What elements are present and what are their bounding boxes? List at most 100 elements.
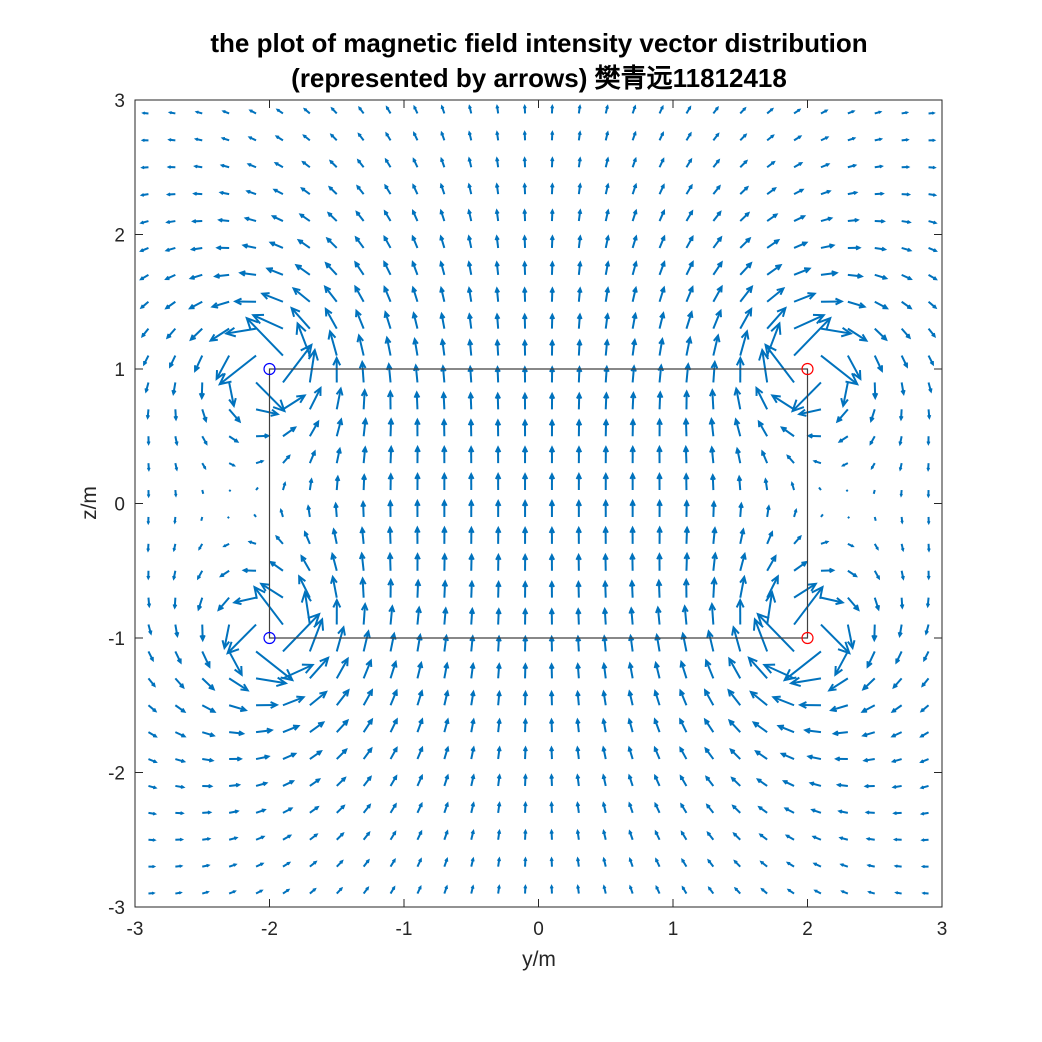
field-arrow (414, 552, 421, 571)
field-arrow (874, 137, 884, 142)
field-arrow (439, 182, 446, 195)
field-arrow (496, 745, 502, 760)
field-arrow (631, 156, 637, 168)
field-arrow (201, 677, 216, 691)
field-arrow (604, 286, 611, 302)
field-arrow (709, 388, 717, 410)
field-arrow (604, 208, 610, 222)
field-arrow (247, 540, 257, 545)
field-arrow (362, 746, 373, 760)
field-arrow (416, 745, 424, 760)
field-arrow (601, 745, 607, 760)
field-arrow (898, 409, 904, 422)
field-arrow (601, 689, 607, 706)
field-arrow (148, 758, 158, 764)
field-arrow (575, 498, 582, 517)
field-arrow (201, 489, 205, 495)
field-arrow (703, 717, 715, 733)
field-arrow (604, 156, 610, 168)
field-arrow (577, 208, 583, 222)
field-arrow (919, 704, 930, 713)
field-arrow (808, 781, 822, 787)
field-arrow (764, 343, 795, 384)
field-arrow (174, 731, 187, 738)
field-arrow (710, 499, 717, 517)
field-arrow (706, 629, 715, 652)
field-arrow (146, 490, 151, 499)
field-arrow (255, 862, 265, 868)
field-arrow (926, 490, 931, 499)
field-arrow (575, 525, 582, 544)
field-arrow (658, 104, 664, 114)
field-arrow (245, 189, 257, 196)
field-arrow (259, 582, 284, 599)
field-arrow (766, 238, 781, 249)
field-arrow (175, 891, 183, 895)
field-arrow (892, 677, 903, 690)
field-arrow (360, 601, 369, 625)
field-arrow (308, 449, 316, 464)
field-arrow (384, 335, 392, 356)
field-arrow (387, 444, 395, 464)
field-arrow (602, 856, 607, 867)
field-arrow (704, 658, 715, 679)
field-arrow (739, 284, 754, 303)
field-arrow (728, 656, 742, 679)
field-arrow (387, 417, 395, 437)
field-arrow (548, 418, 556, 437)
field-arrow (308, 617, 325, 652)
field-arrow (414, 498, 421, 517)
field-arrow (197, 597, 204, 612)
field-arrow (709, 473, 716, 491)
field-arrow (439, 337, 446, 356)
field-arrow (727, 718, 741, 733)
y-tick-label-3: 0 (114, 495, 125, 516)
field-arrow (336, 886, 344, 895)
field-arrow (148, 838, 157, 842)
field-arrow (627, 689, 634, 706)
field-arrow (336, 859, 344, 868)
field-arrow (739, 261, 753, 276)
field-arrow (256, 701, 280, 709)
field-arrow (361, 445, 368, 464)
field-arrow (627, 717, 634, 733)
field-arrow (602, 884, 607, 894)
field-arrow (443, 689, 450, 706)
field-arrow (439, 208, 446, 222)
field-arrow (521, 552, 529, 571)
field-arrow (334, 474, 341, 491)
field-arrow (601, 634, 608, 652)
field-arrow (324, 261, 338, 276)
field-arrow (228, 435, 240, 443)
field-arrow (892, 811, 902, 816)
field-arrow (733, 417, 742, 437)
field-arrow (389, 688, 398, 706)
y-axis-label: z/m (78, 486, 101, 520)
field-arrow (820, 163, 831, 169)
field-arrow (255, 889, 264, 895)
field-arrow (629, 552, 636, 571)
field-arrow (921, 677, 930, 688)
field-arrow (900, 327, 912, 340)
field-arrow (143, 355, 150, 367)
field-arrow (577, 182, 583, 195)
field-arrow (576, 391, 583, 410)
field-arrow (416, 689, 424, 706)
field-arrow (604, 104, 609, 114)
field-arrow (275, 108, 284, 115)
field-arrow (870, 462, 876, 471)
field-arrow (139, 247, 149, 253)
field-arrow (682, 417, 690, 437)
field-arrow (273, 162, 284, 169)
field-arrow (496, 828, 502, 840)
field-arrow (243, 216, 257, 223)
field-arrow (820, 109, 829, 115)
field-arrow (226, 623, 257, 655)
field-arrow (255, 781, 269, 787)
field-arrow (749, 690, 768, 707)
field-arrow (330, 106, 338, 115)
field-arrow (326, 211, 338, 222)
field-arrow (148, 811, 158, 816)
field-arrow (739, 106, 747, 115)
